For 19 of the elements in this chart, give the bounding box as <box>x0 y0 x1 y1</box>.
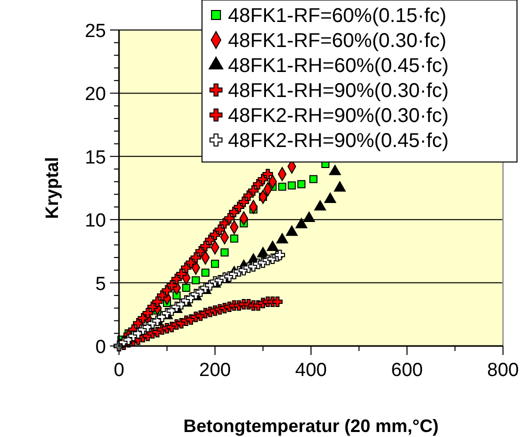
y-axis-title: Kryptal <box>42 156 62 220</box>
y-tick-label: 5 <box>95 274 106 295</box>
y-tick-label: 20 <box>84 84 106 106</box>
y-tick-label: 0 <box>95 337 106 358</box>
x-tick-label: 200 <box>199 360 231 381</box>
legend-label: 48FK1-RF=60%(0.15·fc) <box>228 5 446 27</box>
y-tick-label: 10 <box>84 210 106 232</box>
y-tick-label: 25 <box>84 21 106 42</box>
x-tick-label: 0 <box>114 360 124 381</box>
x-tick-label: 600 <box>391 360 423 381</box>
x-tick-label: 400 <box>295 360 327 381</box>
legend-label: 48FK1-RH=90%(0.30·fc) <box>228 80 449 102</box>
x-tick-label: 800 <box>487 360 519 381</box>
legend-label: 48FK1-RH=60%(0.45·fc) <box>228 55 449 77</box>
legend-label: 48FK2-RH=90%(0.30·fc) <box>228 105 449 127</box>
x-axis-title: Betongtemperatur (20 mm,°C) <box>183 416 439 436</box>
y-tick-label: 15 <box>84 147 106 168</box>
legend-label: 48FK1-RF=60%(0.30·fc) <box>228 30 446 52</box>
legend-label: 48FK2-RH=90%(0.45·fc) <box>228 130 449 152</box>
